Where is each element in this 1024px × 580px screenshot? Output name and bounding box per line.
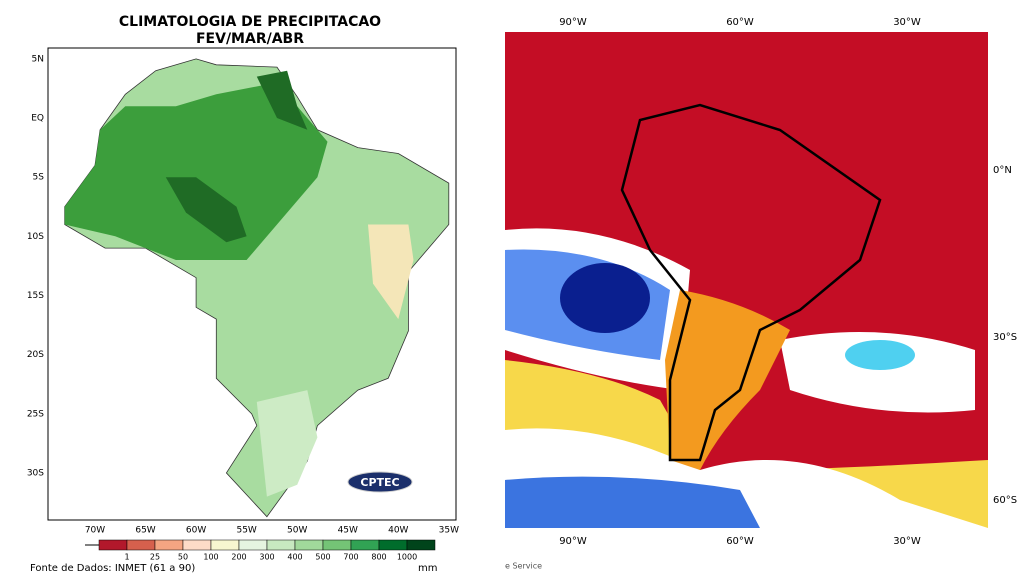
white-atlantic <box>780 332 975 413</box>
lon-label: 65W <box>135 526 155 536</box>
lat-label: 5S <box>33 173 45 183</box>
lon-label-top: 90°W <box>559 17 587 28</box>
lat-label: EQ <box>31 114 44 124</box>
colorbar-cell <box>98 539 128 551</box>
lon-label: 50W <box>287 526 307 536</box>
colorbar-label: 200 <box>231 553 246 562</box>
colorbar-cell <box>378 539 408 551</box>
ocean-anomalies <box>505 103 988 528</box>
colorbar-cell <box>210 539 240 551</box>
lon-label: 55W <box>236 526 256 536</box>
lon-label-bottom: 90°W <box>559 536 587 547</box>
lat-label: 5N <box>32 54 44 64</box>
colorbar-label: 50 <box>178 553 188 562</box>
credit: e Service <box>505 562 542 571</box>
map-subtitle: FEV/MAR/ABR <box>196 31 304 47</box>
colorbar-cell <box>238 539 268 551</box>
lon-label-top: 60°W <box>726 17 754 28</box>
brazil-map <box>64 58 450 518</box>
colorbar-cell <box>182 539 212 551</box>
colorbar-label: 400 <box>287 553 302 562</box>
south-light <box>256 390 318 497</box>
lat-label-right: 0°N <box>993 165 1012 176</box>
lon-label-bottom: 30°W <box>893 536 921 547</box>
map-title: CLIMATOLOGIA DE PRECIPITACAO <box>119 14 381 30</box>
lat-label: 15S <box>27 291 44 301</box>
lat-label: 20S <box>27 350 44 360</box>
logo-badge <box>347 471 413 493</box>
colorbar-label: 700 <box>343 553 358 562</box>
colorbar-label: 800 <box>371 553 386 562</box>
colorbar-unit: mm <box>418 563 437 574</box>
lat-label-right: 30°S <box>993 332 1017 343</box>
lon-label: 70W <box>85 526 105 536</box>
lon-label: 40W <box>388 526 408 536</box>
dark-blue-area <box>560 263 650 333</box>
amazon-core <box>165 177 247 243</box>
colorbar-label: 500 <box>315 553 330 562</box>
colorbar-cell <box>322 539 352 551</box>
colorbar-cell <box>266 539 296 551</box>
logo: CPTEC <box>360 476 399 489</box>
colorbar-label: 300 <box>259 553 274 562</box>
colorbar-label: 100 <box>203 553 218 562</box>
colorbar-cell <box>154 539 184 551</box>
colorbar-label: 1 <box>124 553 129 562</box>
lat-label: 25S <box>27 409 44 419</box>
cyan-area <box>845 340 915 370</box>
colorbar-cell <box>406 539 436 551</box>
colorbar-cell <box>350 539 380 551</box>
lon-label-top: 30°W <box>893 17 921 28</box>
lon-label-bottom: 60°W <box>726 536 754 547</box>
lon-label: 45W <box>338 526 358 536</box>
lat-label: 10S <box>27 232 44 242</box>
colorbar-cell <box>294 539 324 551</box>
amazon-wet <box>64 82 328 260</box>
blue-south <box>505 476 760 528</box>
source: Fonte de Dados: INMET (61 a 90) <box>30 563 195 574</box>
colorbar-label: 25 <box>150 553 160 562</box>
lat-label: 30S <box>27 468 44 478</box>
northeast-dry <box>368 224 414 320</box>
colorbar-cell <box>126 539 156 551</box>
lon-label: 35W <box>439 526 459 536</box>
south-america-coast <box>620 103 882 462</box>
lat-label-right: 60°S <box>993 495 1017 506</box>
amapa-core <box>256 70 308 130</box>
lon-label: 60W <box>186 526 206 536</box>
colorbar-label: 1000 <box>397 553 417 562</box>
